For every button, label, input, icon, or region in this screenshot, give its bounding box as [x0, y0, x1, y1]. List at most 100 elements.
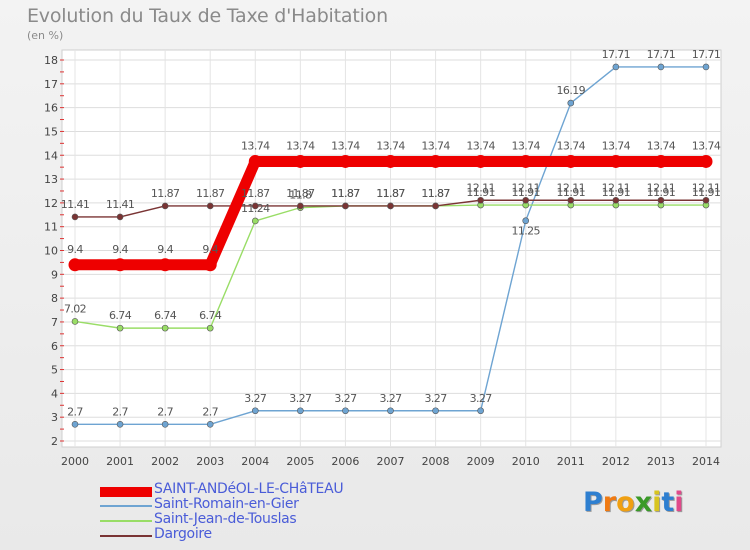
data-label: 6.74 — [154, 309, 177, 322]
data-point — [609, 154, 623, 168]
data-label: 17.71 — [647, 48, 676, 61]
data-point — [113, 258, 127, 272]
data-point — [474, 154, 488, 168]
logo-letter: o — [616, 487, 635, 518]
data-point — [297, 407, 304, 415]
data-point — [161, 421, 169, 428]
data-label: 13.74 — [331, 139, 360, 152]
data-label: 16.19 — [557, 84, 586, 97]
data-label: 13.74 — [647, 139, 676, 152]
data-point — [71, 318, 79, 325]
data-label: 11.87 — [331, 187, 360, 200]
y-tick-label: 11 — [44, 221, 58, 234]
legend-swatch — [100, 535, 152, 537]
data-label: 12.11 — [647, 181, 676, 194]
chart-title: Evolution du Taux de Taxe d'Habitation — [27, 5, 388, 27]
data-point — [702, 63, 710, 71]
x-tick-label: 2014 — [692, 455, 720, 468]
legend-swatch — [100, 520, 152, 522]
data-label: 3.27 — [244, 392, 267, 405]
data-label: 11.87 — [331, 187, 360, 200]
data-label: 2.7 — [67, 405, 83, 418]
x-tick-label: 2005 — [286, 455, 314, 468]
data-label: 11.87 — [421, 187, 450, 200]
data-label: 11.91 — [557, 186, 586, 199]
data-point — [116, 324, 124, 332]
data-label: 11.25 — [511, 225, 540, 238]
y-tick-label: 2 — [51, 435, 58, 448]
data-label: 13.74 — [692, 139, 721, 152]
data-point — [206, 324, 214, 332]
proxiti-logo: Proxiti — [583, 487, 684, 518]
y-tick-label: 17 — [44, 78, 58, 91]
data-point — [654, 154, 668, 168]
data-label: 6.74 — [109, 309, 132, 322]
data-label: 13.74 — [376, 139, 405, 152]
data-point — [248, 154, 262, 168]
data-point — [68, 258, 82, 272]
y-tick-label: 12 — [44, 197, 58, 210]
data-label: 11.87 — [376, 187, 405, 200]
data-labels: 2.7 2.7 2.7 2.7 3.27 3.27 3.27 3.27 3.27 3.27 11.2… — [61, 48, 722, 418]
x-tick-label: 2000 — [61, 455, 89, 468]
y-tick-label: 10 — [44, 245, 58, 258]
y-tick-label: 8 — [51, 292, 58, 305]
data-label: 3.27 — [379, 392, 402, 405]
data-label: 9.4 — [67, 243, 83, 256]
data-label: 3.27 — [334, 392, 357, 405]
data-label: 2.7 — [112, 405, 128, 418]
data-point — [477, 407, 484, 415]
data-point — [251, 217, 259, 225]
data-label: 13.74 — [511, 139, 540, 152]
data-label: 11.87 — [421, 187, 450, 200]
data-point — [161, 202, 169, 210]
data-label: 11.87 — [376, 187, 405, 200]
data-point — [342, 407, 349, 415]
data-label: 13.74 — [286, 139, 315, 152]
legend-label: Dargoire — [154, 526, 212, 542]
data-point — [702, 196, 710, 204]
series-lines — [68, 63, 713, 428]
data-point — [71, 421, 79, 428]
data-point — [71, 213, 79, 221]
legend-label: Saint-Jean-de-Touslas — [154, 511, 297, 527]
data-point — [612, 196, 620, 204]
data-point — [158, 258, 172, 272]
data-label: 7.02 — [64, 302, 86, 315]
data-label: 11.24 — [241, 202, 270, 215]
data-point — [338, 154, 352, 168]
data-label: 9.4 — [112, 243, 128, 256]
x-tick-label: 2004 — [241, 455, 269, 468]
data-label: 13.74 — [241, 139, 270, 152]
logo-letter: i — [674, 487, 684, 518]
data-label: 11.87 — [241, 187, 270, 200]
data-point — [519, 154, 533, 168]
data-point — [206, 421, 214, 428]
data-point — [161, 324, 169, 332]
data-point — [293, 154, 307, 168]
x-tick-label: 2002 — [151, 455, 179, 468]
legend-label: Saint-Romain-en-Gier — [154, 496, 299, 512]
y-tick-label: 5 — [51, 364, 58, 377]
data-point — [251, 202, 259, 210]
data-label: 12.11 — [602, 181, 631, 194]
logo-letter: i — [652, 487, 662, 518]
x-tick-label: 2001 — [106, 455, 134, 468]
data-point — [384, 154, 397, 168]
axes: 2 3 4 5 6 7 8 9 10 11 12 13 14 15 16 17 18 2000 2001 2002 20… — [44, 54, 720, 468]
y-tick-label: 9 — [51, 268, 58, 281]
data-label: 3.27 — [289, 392, 312, 405]
data-point — [116, 421, 124, 428]
data-point — [564, 154, 578, 168]
data-label: 3.27 — [470, 392, 493, 405]
x-tick-label: 2012 — [602, 455, 630, 468]
logo-letter: r — [602, 487, 617, 518]
data-point — [203, 258, 217, 272]
x-tick-label: 2010 — [512, 455, 540, 468]
data-label: 11.87 — [286, 187, 315, 200]
x-tick-label: 2003 — [196, 455, 224, 468]
data-point — [342, 202, 349, 210]
data-label: 3.27 — [425, 392, 448, 405]
